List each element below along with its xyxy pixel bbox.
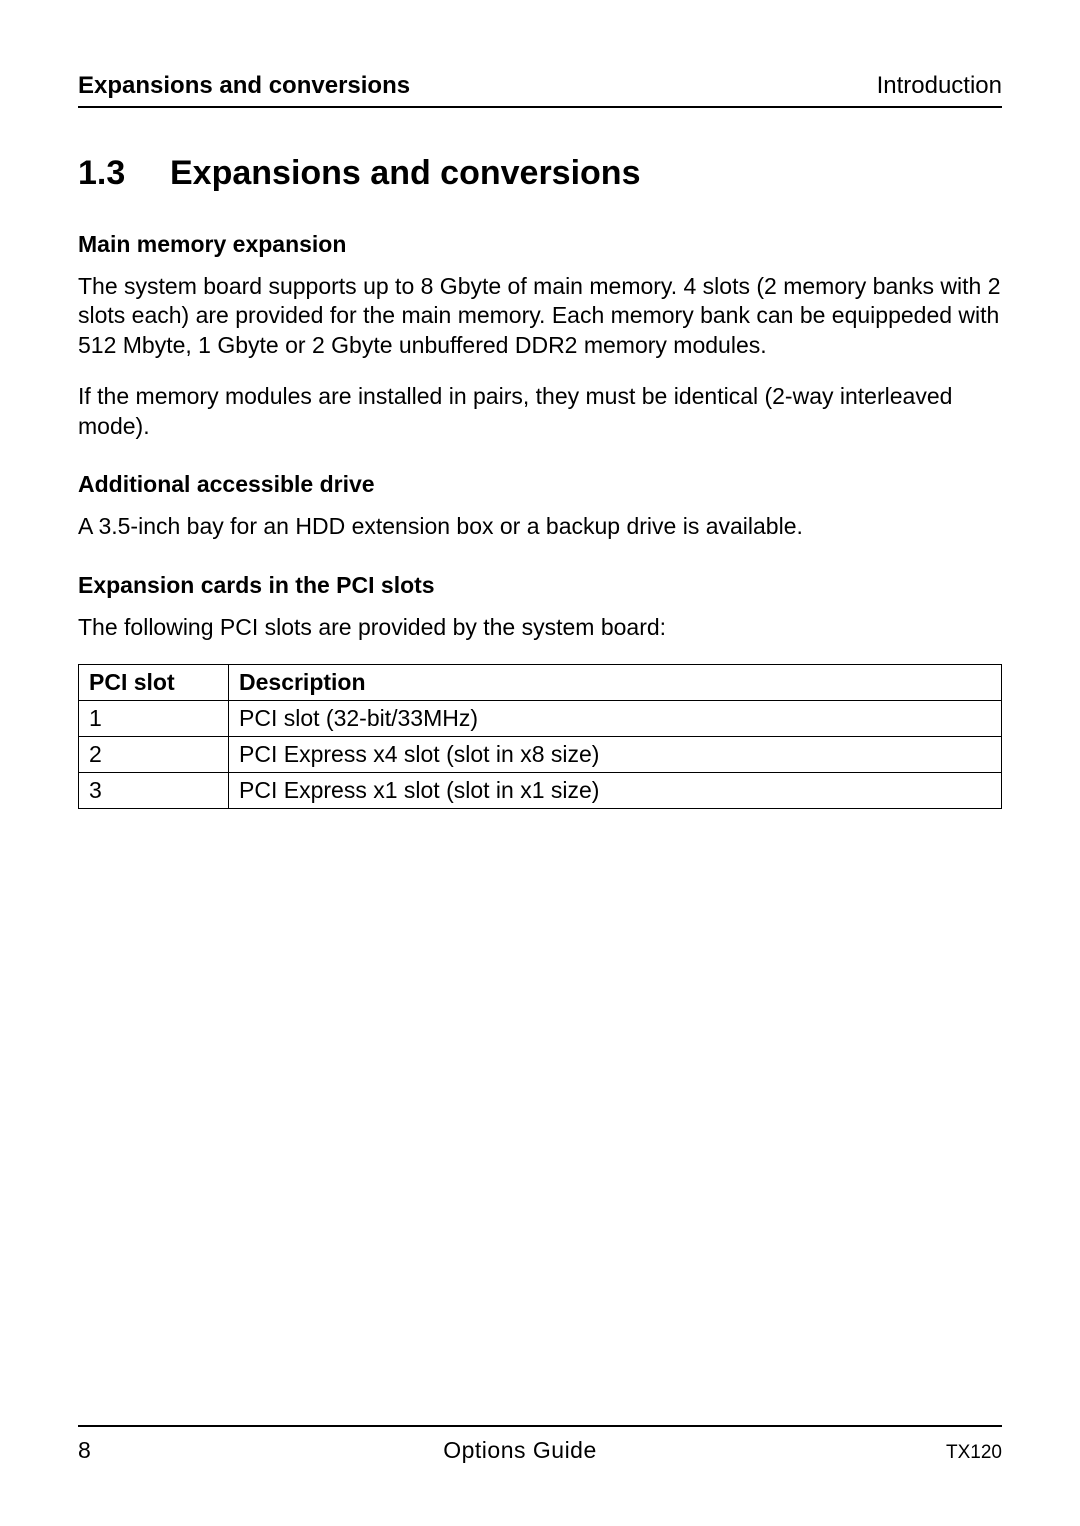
subheading-pci-slots: Expansion cards in the PCI slots bbox=[78, 572, 1002, 599]
table-cell: 3 bbox=[79, 773, 229, 809]
paragraph: The following PCI slots are provided by … bbox=[78, 613, 1002, 642]
page: Expansions and conversions Introduction … bbox=[0, 0, 1080, 1526]
table-cell: PCI slot (32-bit/33MHz) bbox=[229, 701, 1002, 737]
table-cell: PCI Express x4 slot (slot in x8 size) bbox=[229, 737, 1002, 773]
table-header-cell: Description bbox=[229, 665, 1002, 701]
paragraph: The system board supports up to 8 Gbyte … bbox=[78, 272, 1002, 360]
header-section-name: Expansions and conversions bbox=[78, 72, 410, 100]
pci-slot-table: PCI slot Description 1 PCI slot (32-bit/… bbox=[78, 664, 1002, 809]
table-row: 2 PCI Express x4 slot (slot in x8 size) bbox=[79, 737, 1002, 773]
block-pci-slots: Expansion cards in the PCI slots The fol… bbox=[78, 572, 1002, 809]
footer-model: TX120 bbox=[882, 1442, 1002, 1464]
paragraph: A 3.5-inch bay for an HDD extension box … bbox=[78, 512, 1002, 541]
section-title-text: Expansions and conversions bbox=[170, 154, 640, 192]
footer-row: 8 Options Guide TX120 bbox=[78, 1437, 1002, 1464]
header-chapter-name: Introduction bbox=[877, 72, 1002, 100]
table-row: 3 PCI Express x1 slot (slot in x1 size) bbox=[79, 773, 1002, 809]
table-row: 1 PCI slot (32-bit/33MHz) bbox=[79, 701, 1002, 737]
section-number: 1.3 bbox=[78, 154, 170, 193]
footer-doc-title: Options Guide bbox=[158, 1437, 882, 1464]
table-header-cell: PCI slot bbox=[79, 665, 229, 701]
table-cell: PCI Express x1 slot (slot in x1 size) bbox=[229, 773, 1002, 809]
footer-page-number: 8 bbox=[78, 1437, 158, 1464]
section-heading: 1.3Expansions and conversions bbox=[78, 154, 1002, 193]
footer-rule bbox=[78, 1425, 1002, 1427]
paragraph: If the memory modules are installed in p… bbox=[78, 382, 1002, 441]
page-header: Expansions and conversions Introduction bbox=[78, 72, 1002, 108]
table-cell: 1 bbox=[79, 701, 229, 737]
table-cell: 2 bbox=[79, 737, 229, 773]
page-footer: 8 Options Guide TX120 bbox=[78, 1425, 1002, 1464]
block-main-memory: Main memory expansion The system board s… bbox=[78, 231, 1002, 441]
subheading-main-memory: Main memory expansion bbox=[78, 231, 1002, 258]
subheading-accessible-drive: Additional accessible drive bbox=[78, 471, 1002, 498]
block-accessible-drive: Additional accessible drive A 3.5-inch b… bbox=[78, 471, 1002, 541]
table-header-row: PCI slot Description bbox=[79, 665, 1002, 701]
